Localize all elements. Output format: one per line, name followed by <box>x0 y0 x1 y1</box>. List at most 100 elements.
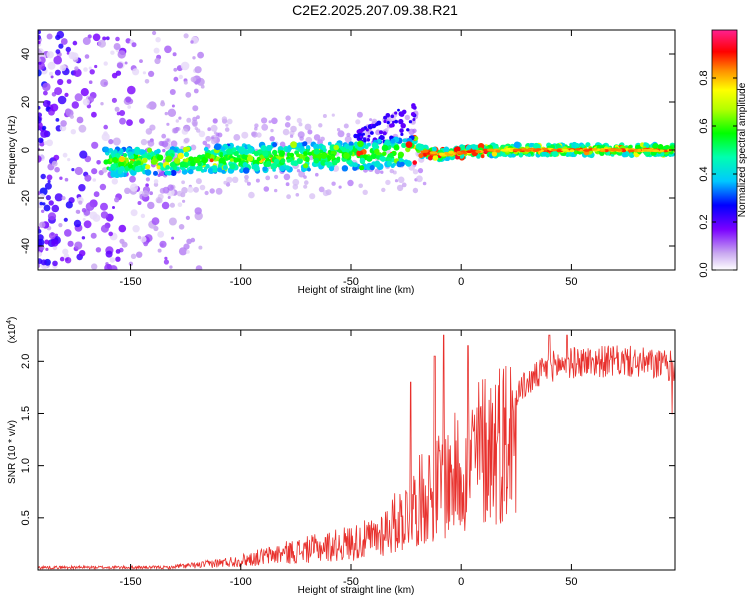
ridge-halo-blob <box>320 136 325 142</box>
noise-blob <box>108 139 114 145</box>
ridge-blob <box>415 143 423 150</box>
noise-blob <box>40 259 47 266</box>
noise-blob <box>52 260 58 267</box>
ridge-blob <box>153 170 158 176</box>
noise-blob <box>129 183 139 192</box>
ridge-halo-blob <box>385 179 391 186</box>
ridge-blob <box>217 167 223 173</box>
ridge-halo-blob <box>166 138 170 142</box>
noise-blob <box>159 240 167 248</box>
noise-blob <box>146 104 151 109</box>
ridge-halo-blob <box>175 119 179 123</box>
ridge-halo-blob <box>263 186 270 192</box>
ridge-halo-blob <box>210 138 217 145</box>
ridge-blob <box>348 145 354 151</box>
y-tick-label: 1.0 <box>20 458 32 473</box>
streak-blob <box>400 123 406 129</box>
noise-blob <box>59 256 65 262</box>
ridge-halo-blob <box>283 173 291 181</box>
ridge-halo-blob <box>191 119 198 126</box>
ridge-blob <box>134 149 140 155</box>
noise-blob <box>39 201 43 206</box>
noise-blob <box>94 64 98 69</box>
noise-blob <box>61 196 66 201</box>
ridge-blob <box>388 153 394 158</box>
ridge-blob <box>322 148 327 153</box>
ridge-blob <box>296 142 303 148</box>
ridge-halo-blob <box>145 177 150 182</box>
ridge-blob <box>393 144 400 151</box>
ridge-halo-blob <box>412 169 419 175</box>
noise-blob <box>96 160 101 165</box>
noise-blob <box>42 100 51 108</box>
noise-blob <box>67 158 71 162</box>
ridge-halo-blob <box>296 117 302 124</box>
noise-blob <box>56 30 65 39</box>
ridge-halo-blob <box>292 178 300 186</box>
noise-blob <box>81 208 87 213</box>
ridge-halo-blob <box>307 129 313 135</box>
ridge-blob <box>190 160 196 167</box>
noise-blob <box>117 50 126 59</box>
noise-blob <box>38 40 41 45</box>
noise-blob <box>115 36 120 42</box>
ridge-blob <box>253 151 260 157</box>
spectrogram-x-axis: -150 -100 -50 0 50 <box>120 30 578 288</box>
ridge-halo-blob <box>358 183 364 189</box>
noise-blob <box>192 56 196 60</box>
ridge-blob <box>555 143 561 149</box>
noise-blob <box>74 93 83 102</box>
ridge-halo-blob <box>309 193 316 200</box>
ridge-blob <box>513 141 521 149</box>
noise-blob <box>83 67 88 72</box>
ridge-blob <box>103 146 109 152</box>
ridge-blob <box>305 145 311 150</box>
ridge-blob <box>196 165 203 172</box>
noise-blob <box>62 248 69 255</box>
noise-blob <box>127 85 136 95</box>
noise-blob <box>54 69 61 76</box>
noise-blob <box>83 220 92 229</box>
ridge-halo-blob <box>303 175 307 179</box>
noise-blob <box>38 69 42 77</box>
noise-blob <box>79 250 86 257</box>
noise-blob <box>75 209 80 214</box>
noise-blob <box>153 182 159 187</box>
x-tick-label: 50 <box>565 276 577 288</box>
ridge-blob <box>242 167 250 174</box>
spectrogram-plot-area <box>38 30 675 270</box>
ridge-blob <box>247 147 254 154</box>
noise-blob <box>140 213 146 219</box>
ridge-halo-blob <box>318 123 323 128</box>
ridge-blob <box>412 160 418 165</box>
ridge-halo-blob <box>401 182 407 188</box>
ridge-halo-blob <box>226 118 233 125</box>
noise-blob <box>62 152 68 158</box>
ridge-halo-blob <box>355 119 361 125</box>
ridge-blob <box>384 139 391 146</box>
ridge-core-blob <box>533 149 540 153</box>
ridge-blob <box>477 143 485 150</box>
colorbar-label: Normalized spectral amplitude <box>737 82 748 217</box>
noise-blob <box>131 42 137 48</box>
streak-blob <box>399 111 405 117</box>
noise-blob <box>169 265 173 269</box>
snr-x-axis: -150 -100 -50 0 50 <box>120 330 578 588</box>
colorbar-axis: 0.0 0.2 0.4 0.6 0.8 <box>698 70 737 278</box>
ridge-halo-blob <box>248 191 255 199</box>
noise-blob <box>157 231 165 238</box>
noise-blob <box>139 118 145 124</box>
noise-blob <box>137 235 142 240</box>
ridge-blob <box>307 167 311 172</box>
noise-blob <box>115 249 121 254</box>
streak-blob <box>353 133 358 139</box>
ridge-halo-blob <box>369 118 373 122</box>
streak-blob <box>394 119 398 124</box>
streak-blob <box>389 123 394 128</box>
ridge-blob <box>386 160 392 166</box>
ridge-blob <box>135 160 142 166</box>
noise-blob <box>38 155 42 163</box>
ridge-blob <box>284 165 291 171</box>
noise-blob <box>92 178 97 182</box>
spectrogram-y-axis: -40 -20 0 20 40 <box>20 48 675 254</box>
